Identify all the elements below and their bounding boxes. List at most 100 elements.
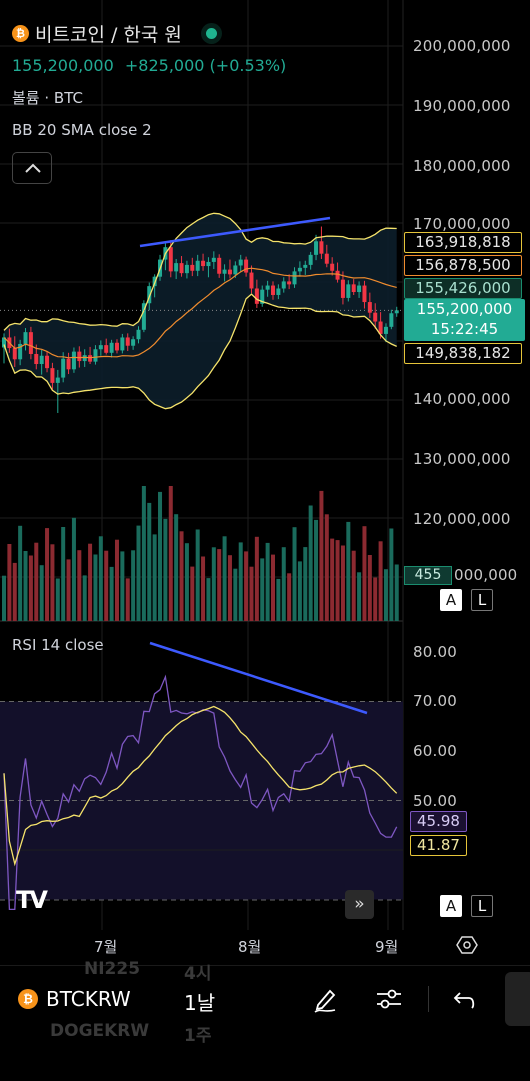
candle-body <box>114 342 119 351</box>
volume-bar <box>211 547 216 621</box>
rsi-legend[interactable]: RSI 14 close <box>12 636 104 654</box>
candle-body <box>324 253 329 264</box>
bollinger-fill-area <box>4 213 397 409</box>
volume-bar <box>217 549 222 621</box>
candle-body <box>66 358 71 370</box>
volume-bar <box>184 543 189 621</box>
candle-body <box>287 281 292 285</box>
undo-icon[interactable] <box>450 984 480 1014</box>
scroll-to-realtime-button[interactable]: » <box>345 890 374 919</box>
bollinger-upper-line <box>3 212 397 331</box>
volume-bar <box>346 521 351 621</box>
interval-button[interactable]: 1날 <box>184 991 216 1015</box>
trendlines[interactable] <box>139 216 368 715</box>
candle-body <box>233 265 238 275</box>
candle-body <box>362 285 367 303</box>
candle-body <box>281 281 286 289</box>
candle-body <box>292 271 297 285</box>
bar-countdown: 15:22:45 <box>430 320 499 338</box>
candle-body <box>120 337 125 351</box>
candle-body <box>98 345 103 350</box>
volume-bar <box>394 564 399 621</box>
candle-body <box>136 329 141 340</box>
symbol-search-button[interactable]: ₿ BTCKRW <box>18 987 131 1011</box>
volume-bar <box>179 531 184 621</box>
last-price-value: 155,200,000 <box>416 300 513 318</box>
rsi-auto-scale-button[interactable]: A <box>440 895 462 917</box>
price-axis-label: 000,000 <box>454 566 518 584</box>
candle-body <box>23 332 28 344</box>
bb-basis-tag: 156,878,500 <box>404 255 522 276</box>
candle-body <box>357 285 362 293</box>
volume-bar <box>12 562 17 621</box>
candle-body <box>147 286 152 304</box>
volume-bar <box>77 550 82 621</box>
drawing-pen-icon[interactable] <box>310 984 340 1014</box>
volume-legend[interactable]: 볼륨 · BTC <box>12 89 83 107</box>
volume-bar <box>88 543 93 621</box>
candle-body <box>34 353 39 365</box>
toolbar-divider <box>428 986 429 1012</box>
prev-close-tag: 155,426,000 <box>404 278 522 299</box>
candle-body <box>373 312 378 322</box>
rsi-log-scale-button[interactable]: L <box>471 895 493 917</box>
candle-body <box>39 355 44 365</box>
volume-bar <box>39 565 44 621</box>
bollinger-legend[interactable]: BB 20 SMA close 2 <box>12 121 152 139</box>
candle-body <box>211 257 216 262</box>
time-axis-label: 9월 <box>375 938 399 956</box>
price-trendline <box>139 216 331 248</box>
bollinger-band-fill <box>4 213 397 409</box>
candle-body <box>265 285 270 290</box>
ghost-interval: 4시 <box>184 964 212 984</box>
candle-body <box>109 342 114 353</box>
volume-bar <box>222 536 227 621</box>
volume-bar <box>114 539 119 621</box>
time-axis-label: 7월 <box>94 938 118 956</box>
auto-scale-button[interactable]: A <box>440 589 462 611</box>
log-scale-button[interactable]: L <box>471 589 493 611</box>
candle-body <box>168 247 173 272</box>
bollinger-lower-line <box>3 293 397 410</box>
volume-bar <box>373 577 378 621</box>
candle-body <box>303 264 308 268</box>
candle-body <box>346 284 351 298</box>
volume-bar <box>66 559 71 621</box>
symbol-title: 비트코인 / 한국 원 <box>35 24 182 46</box>
candle-body <box>394 310 399 314</box>
candle-body <box>2 337 6 348</box>
volume-bar <box>23 551 28 621</box>
volume-bar <box>324 514 329 621</box>
candle-body <box>389 313 394 327</box>
candle-body <box>222 269 227 274</box>
volume-bar <box>292 527 297 621</box>
candle-body <box>131 339 136 346</box>
volume-bar <box>281 547 286 621</box>
volume-bar <box>168 486 173 621</box>
volume-bar <box>28 555 33 621</box>
indicators-sliders-icon[interactable] <box>374 984 404 1014</box>
volume-bar <box>109 566 114 621</box>
volume-bar <box>362 526 367 621</box>
candle-body <box>195 260 200 271</box>
candle-body <box>260 289 265 304</box>
volume-bar <box>351 550 356 621</box>
chart-settings-hexagon-icon[interactable] <box>456 934 478 956</box>
volume-bar <box>244 551 249 621</box>
volume-bar <box>233 568 238 621</box>
rsi-ma-value-tag: 41.87 <box>410 835 467 856</box>
collapse-legend-button[interactable] <box>12 152 52 184</box>
volume-bar <box>308 505 313 621</box>
price-axis-label: 170,000,000 <box>413 215 511 233</box>
volume-bar <box>71 517 76 621</box>
more-tools-button[interactable] <box>505 972 530 1026</box>
bottom-toolbar <box>0 965 530 1081</box>
volume-bar <box>18 525 23 621</box>
candle-body <box>254 288 259 304</box>
volume-bar <box>50 544 55 621</box>
candle-body <box>77 351 82 362</box>
chevron-up-icon <box>25 163 41 173</box>
bitcoin-icon: ₿ <box>18 989 38 1009</box>
volume-bar <box>319 490 324 621</box>
